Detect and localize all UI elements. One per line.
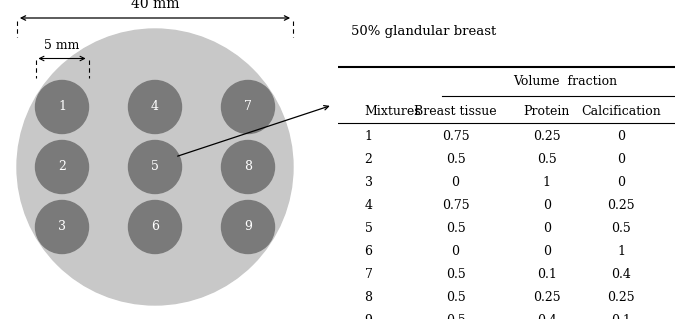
Text: 0.5: 0.5 — [537, 153, 557, 166]
Text: 6: 6 — [151, 220, 159, 234]
Text: 0.4: 0.4 — [611, 268, 631, 281]
Text: 2: 2 — [58, 160, 66, 174]
Circle shape — [36, 201, 88, 254]
Text: 0.25: 0.25 — [608, 199, 634, 212]
Text: 0: 0 — [617, 130, 625, 143]
Text: 0: 0 — [543, 199, 551, 212]
Text: 8: 8 — [244, 160, 252, 174]
Text: 0: 0 — [543, 222, 551, 235]
Text: 0: 0 — [543, 245, 551, 258]
Text: 1: 1 — [543, 176, 551, 189]
Text: 0.5: 0.5 — [446, 291, 466, 304]
Text: 3: 3 — [58, 220, 66, 234]
Circle shape — [128, 80, 182, 133]
Text: 2: 2 — [364, 153, 373, 166]
Circle shape — [221, 140, 275, 194]
Text: 0.4: 0.4 — [537, 314, 557, 319]
Text: 5: 5 — [364, 222, 373, 235]
Text: 40 mm: 40 mm — [131, 0, 180, 11]
Circle shape — [17, 29, 293, 305]
Text: 7: 7 — [244, 100, 252, 114]
Text: 50% glandular breast: 50% glandular breast — [351, 26, 496, 38]
Circle shape — [221, 201, 275, 254]
Text: 0: 0 — [617, 176, 625, 189]
Text: 0.25: 0.25 — [533, 291, 560, 304]
Text: Protein: Protein — [524, 105, 570, 118]
Text: Volume  fraction: Volume fraction — [513, 75, 618, 88]
Text: 0.25: 0.25 — [533, 130, 560, 143]
Text: 0.5: 0.5 — [446, 314, 466, 319]
Text: 5: 5 — [151, 160, 159, 174]
Text: 0.5: 0.5 — [446, 222, 466, 235]
Text: Calcification: Calcification — [581, 105, 661, 118]
Text: Breast tissue: Breast tissue — [414, 105, 497, 118]
Circle shape — [36, 140, 88, 194]
Circle shape — [36, 80, 88, 133]
Circle shape — [128, 140, 182, 194]
Text: 1: 1 — [58, 100, 66, 114]
Text: 0.25: 0.25 — [608, 291, 634, 304]
Text: 1: 1 — [617, 245, 625, 258]
Text: 0.5: 0.5 — [446, 268, 466, 281]
Text: 3: 3 — [364, 176, 373, 189]
Text: 0.75: 0.75 — [442, 199, 469, 212]
Text: 0.5: 0.5 — [446, 153, 466, 166]
Text: 5 mm: 5 mm — [45, 40, 80, 53]
Circle shape — [221, 80, 275, 133]
Text: 9: 9 — [364, 314, 373, 319]
Text: 4: 4 — [151, 100, 159, 114]
Text: 8: 8 — [364, 291, 373, 304]
Text: 9: 9 — [244, 220, 252, 234]
Text: 7: 7 — [364, 268, 373, 281]
Circle shape — [128, 201, 182, 254]
Text: 1: 1 — [364, 130, 373, 143]
Text: 0.1: 0.1 — [537, 268, 557, 281]
Text: Mixtures: Mixtures — [364, 105, 421, 118]
Text: 0.5: 0.5 — [611, 222, 631, 235]
Text: 0.1: 0.1 — [611, 314, 631, 319]
Text: 0: 0 — [452, 176, 460, 189]
Text: 4: 4 — [364, 199, 373, 212]
Text: 6: 6 — [364, 245, 373, 258]
Text: 0: 0 — [617, 153, 625, 166]
Text: 0.75: 0.75 — [442, 130, 469, 143]
Text: 0: 0 — [452, 245, 460, 258]
